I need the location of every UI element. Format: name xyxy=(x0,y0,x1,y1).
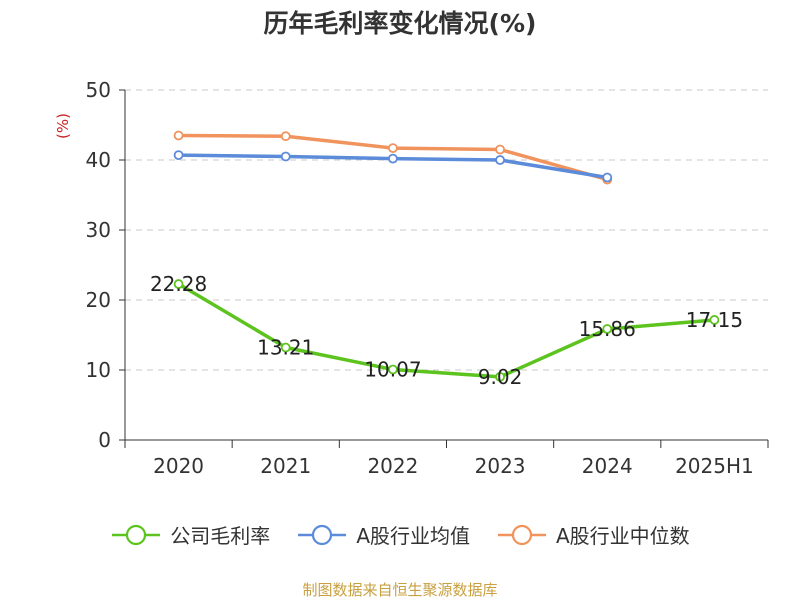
data-point xyxy=(280,131,291,142)
data-point xyxy=(173,130,184,141)
grid-lines xyxy=(125,89,768,371)
data-point xyxy=(388,153,398,164)
x-tick-label: 2022 xyxy=(367,454,418,478)
legend-marker-icon xyxy=(112,524,161,545)
data-point xyxy=(280,151,291,162)
data-point xyxy=(388,364,398,375)
data-label: 15.86 xyxy=(579,317,636,341)
legend-circle xyxy=(312,524,333,545)
data-label: 17.15 xyxy=(686,308,743,332)
legend-item[interactable]: A股行业中位数 xyxy=(496,520,690,549)
source-note: 制图数据来自恒生聚源数据库 xyxy=(302,581,498,599)
data-point xyxy=(709,315,720,325)
data-point xyxy=(602,324,613,334)
y-axis-label: (%) xyxy=(54,113,72,139)
x-tick-label: 2025H1 xyxy=(675,454,754,478)
data-point xyxy=(495,155,505,165)
data-point xyxy=(388,143,398,154)
series-lines xyxy=(173,130,720,382)
data-label: 9.02 xyxy=(478,365,523,389)
legend: 公司毛利率 A股行业均值 A股行业中位数 xyxy=(0,520,800,549)
y-tick-label: 20 xyxy=(86,288,111,312)
y-tick-label: 50 xyxy=(86,78,111,102)
data-label: 22.28 xyxy=(150,272,207,296)
x-tick-label: 2023 xyxy=(475,454,526,478)
legend-marker-icon xyxy=(498,524,546,545)
legend-marker-icon xyxy=(298,524,347,545)
x-tick-label: 2021 xyxy=(260,454,311,478)
legend-label: A股行业中位数 xyxy=(556,524,690,548)
data-labels: 22.28 13.21 10.07 9.02 15.86 17.15 xyxy=(150,272,743,389)
x-tick-label: 2020 xyxy=(153,454,204,478)
data-label: 10.07 xyxy=(364,358,421,382)
data-point xyxy=(173,279,184,289)
y-tick-label: 10 xyxy=(86,358,111,382)
axes: 0 10 20 30 40 50 2020 2021 2022 2023 2024 2025H1 (%) xyxy=(54,78,769,478)
legend-item[interactable]: A股行业均值 xyxy=(296,520,470,549)
data-point xyxy=(602,172,613,183)
legend-circle xyxy=(511,524,533,545)
series-line xyxy=(177,282,715,379)
legend-label: A股行业均值 xyxy=(356,524,470,548)
y-tick-label: 30 xyxy=(86,218,111,242)
y-tick-label: 0 xyxy=(98,428,111,452)
legend-label: 公司毛利率 xyxy=(170,524,271,548)
x-tick-label: 2024 xyxy=(582,454,633,478)
legend-circle xyxy=(126,524,147,545)
y-tick-label: 40 xyxy=(86,148,111,172)
legend-item[interactable]: 公司毛利率 xyxy=(110,520,270,549)
data-point xyxy=(495,144,505,155)
data-label: 13.21 xyxy=(257,336,314,360)
chart-title: 历年毛利率变化情况(%) xyxy=(263,9,537,38)
data-point xyxy=(495,371,505,382)
data-point xyxy=(280,342,291,353)
data-point xyxy=(173,150,184,161)
